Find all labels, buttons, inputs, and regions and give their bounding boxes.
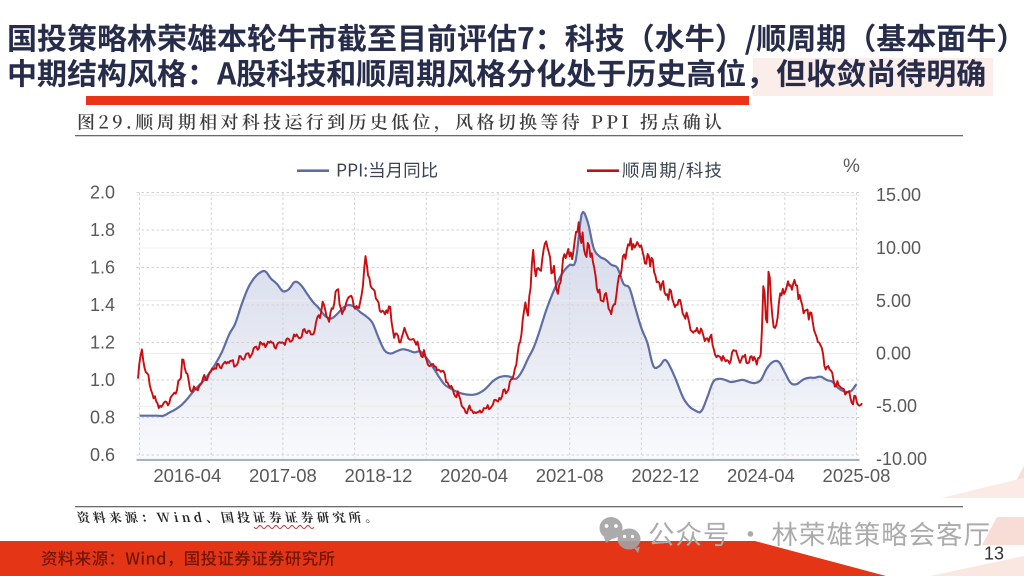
svg-text:2017-08: 2017-08 xyxy=(249,465,317,486)
svg-text:2021-08: 2021-08 xyxy=(536,465,604,486)
svg-text:2020-04: 2020-04 xyxy=(440,465,508,486)
svg-text:10.00: 10.00 xyxy=(876,238,921,258)
svg-text:2016-04: 2016-04 xyxy=(153,465,221,486)
svg-text:2025-08: 2025-08 xyxy=(823,465,891,486)
svg-text:1.8: 1.8 xyxy=(90,220,115,240)
svg-text:0.8: 0.8 xyxy=(90,408,115,428)
svg-text:0.6: 0.6 xyxy=(90,445,115,465)
svg-text:-10.00: -10.00 xyxy=(876,449,927,469)
svg-text:2022-12: 2022-12 xyxy=(631,465,699,486)
svg-text:13: 13 xyxy=(984,544,1004,564)
svg-text:-5.00: -5.00 xyxy=(876,396,917,416)
svg-text:0.00: 0.00 xyxy=(876,344,911,364)
svg-text:1.2: 1.2 xyxy=(90,333,115,353)
svg-text:2.0: 2.0 xyxy=(90,183,115,203)
svg-text:2018-12: 2018-12 xyxy=(345,465,413,486)
svg-text:%: % xyxy=(843,156,860,177)
svg-text:1.0: 1.0 xyxy=(90,370,115,390)
svg-text:15.00: 15.00 xyxy=(876,185,921,205)
svg-text:1.4: 1.4 xyxy=(90,295,115,315)
svg-text:1.6: 1.6 xyxy=(90,258,115,278)
svg-text:2024-04: 2024-04 xyxy=(727,465,795,486)
svg-text:5.00: 5.00 xyxy=(876,291,911,311)
